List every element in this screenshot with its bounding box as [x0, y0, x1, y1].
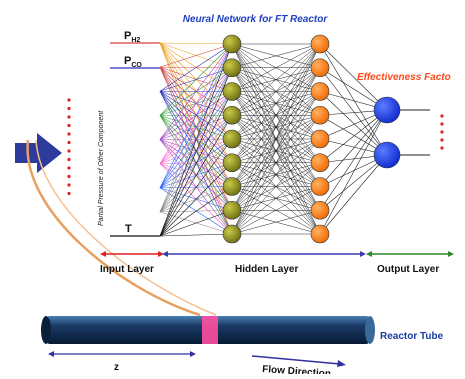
hidden2-node	[311, 59, 329, 77]
edge-input-hidden1	[160, 44, 232, 67]
output-dots	[440, 114, 443, 149]
edge-input-hidden1	[160, 43, 232, 44]
input-side-label: Partial Pressure of Other Component	[98, 110, 105, 226]
reactor-tube-label: Reactor Tube	[380, 331, 444, 342]
hidden1-node	[223, 106, 241, 124]
reactor-band	[202, 316, 218, 344]
connection-curve	[28, 140, 200, 315]
red-dot	[67, 132, 70, 135]
flow-direction-label: Flow Direction	[262, 364, 332, 374]
output-red-dot	[440, 130, 443, 133]
hidden1-node	[223, 83, 241, 101]
hidden-layer-arrow	[162, 251, 366, 257]
output-red-dot	[440, 122, 443, 125]
output-layer-arrow	[366, 251, 454, 257]
hidden2-node	[311, 154, 329, 172]
p-h2-main: P	[124, 30, 131, 42]
red-dot	[67, 183, 70, 186]
edge-input-hidden1	[160, 44, 232, 164]
input-t-label: T	[125, 223, 132, 235]
edge-hidden2-output	[320, 110, 387, 234]
hidden2-node	[311, 178, 329, 196]
red-dot	[67, 141, 70, 144]
red-dot	[67, 115, 70, 118]
hidden1-node	[223, 225, 241, 243]
input-p-h2-label: PH2	[124, 30, 140, 44]
input-layer-label: Input Layer	[100, 264, 154, 275]
red-dot	[67, 192, 70, 195]
hidden2-node	[311, 83, 329, 101]
red-dot	[67, 124, 70, 127]
reactor-tube	[41, 316, 375, 344]
hidden1-node	[223, 154, 241, 172]
z-arrow	[48, 351, 196, 357]
red-dot	[67, 175, 70, 178]
red-dot	[67, 98, 70, 101]
diagram-title: Neural Network for FT Reactor	[183, 14, 329, 25]
p-co-main: P	[124, 55, 131, 67]
hidden2-node	[311, 225, 329, 243]
hidden1-node	[223, 130, 241, 148]
hidden-layer-label: Hidden Layer	[235, 264, 298, 275]
red-dot	[67, 158, 70, 161]
z-label: z	[114, 362, 119, 373]
hidden2-node	[311, 130, 329, 148]
output-red-dot	[440, 114, 443, 117]
hidden1-node	[223, 59, 241, 77]
edge-input-hidden1	[160, 44, 232, 236]
output-node	[374, 142, 400, 168]
input-p-co-label: PCO	[124, 55, 142, 69]
edge-input-hidden1	[160, 234, 232, 236]
hidden1-node	[223, 178, 241, 196]
output-label: Effectiveness Facto	[357, 72, 451, 83]
edge-hidden2-output	[320, 44, 387, 155]
red-dot	[67, 166, 70, 169]
output-layer-label: Output Layer	[377, 264, 439, 275]
output-red-dot	[440, 138, 443, 141]
hidden2-node	[311, 106, 329, 124]
output-node	[374, 97, 400, 123]
hidden2-node	[311, 201, 329, 219]
red-dot	[67, 107, 70, 110]
red-dot	[67, 149, 70, 152]
hidden1-node	[223, 35, 241, 53]
edge-hidden2-output	[320, 155, 387, 234]
hidden1-node	[223, 201, 241, 219]
hidden2-node	[311, 35, 329, 53]
output-red-dot	[440, 146, 443, 149]
red-dots	[67, 98, 70, 195]
